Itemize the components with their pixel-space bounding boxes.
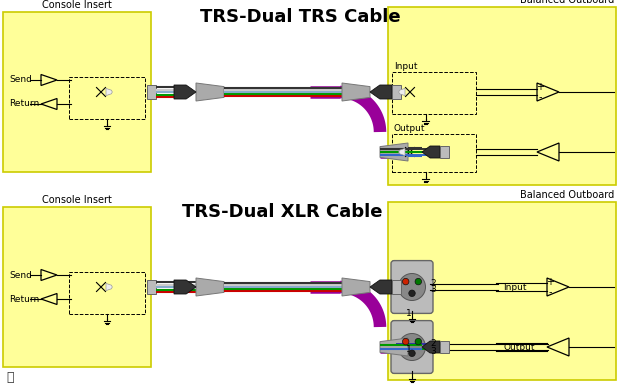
Polygon shape xyxy=(342,83,370,101)
FancyBboxPatch shape xyxy=(391,321,433,373)
Circle shape xyxy=(409,350,415,356)
Circle shape xyxy=(399,333,425,360)
Bar xyxy=(440,341,449,353)
Text: Return: Return xyxy=(9,294,39,303)
Circle shape xyxy=(415,339,422,345)
Text: TRS-Dual TRS Cable: TRS-Dual TRS Cable xyxy=(200,8,401,26)
Circle shape xyxy=(409,290,415,296)
Bar xyxy=(147,85,156,99)
Text: Input: Input xyxy=(503,282,526,291)
Text: Send: Send xyxy=(9,76,32,85)
Text: +: + xyxy=(546,277,554,287)
Polygon shape xyxy=(399,89,405,96)
Polygon shape xyxy=(370,280,392,294)
Polygon shape xyxy=(380,143,408,161)
Bar xyxy=(392,85,401,99)
Polygon shape xyxy=(174,85,196,99)
FancyBboxPatch shape xyxy=(3,12,151,172)
Polygon shape xyxy=(196,83,224,101)
Polygon shape xyxy=(370,85,392,99)
Circle shape xyxy=(402,339,409,345)
Bar xyxy=(392,280,401,294)
Polygon shape xyxy=(342,278,370,296)
Text: Output: Output xyxy=(503,342,534,351)
Text: ⌕: ⌕ xyxy=(6,371,14,384)
Polygon shape xyxy=(106,284,112,291)
Text: 2: 2 xyxy=(430,280,436,289)
Bar xyxy=(147,280,156,294)
FancyBboxPatch shape xyxy=(3,207,151,367)
Polygon shape xyxy=(196,278,224,296)
Text: Send: Send xyxy=(9,271,32,280)
Circle shape xyxy=(402,278,409,285)
Text: Balanced Outboard: Balanced Outboard xyxy=(520,0,614,5)
Polygon shape xyxy=(106,89,112,96)
Text: Balanced Outboard: Balanced Outboard xyxy=(520,190,614,200)
Text: -: - xyxy=(538,92,542,102)
Text: -: - xyxy=(548,287,552,297)
Bar xyxy=(440,146,449,158)
Text: 1: 1 xyxy=(406,308,412,317)
Text: Console Insert: Console Insert xyxy=(42,0,112,10)
Polygon shape xyxy=(380,338,408,356)
Text: Output: Output xyxy=(394,124,425,133)
Circle shape xyxy=(399,273,425,301)
Text: Input: Input xyxy=(394,62,417,71)
Text: 1: 1 xyxy=(406,346,412,355)
Text: Console Insert: Console Insert xyxy=(42,195,112,205)
Polygon shape xyxy=(399,149,405,156)
FancyBboxPatch shape xyxy=(388,7,616,185)
Circle shape xyxy=(415,278,422,285)
Polygon shape xyxy=(174,280,196,294)
Text: +: + xyxy=(536,82,544,92)
Text: Return: Return xyxy=(9,99,39,108)
Text: TRS-Dual XLR Cable: TRS-Dual XLR Cable xyxy=(182,203,383,221)
FancyBboxPatch shape xyxy=(391,261,433,314)
Text: 2: 2 xyxy=(430,339,436,347)
Text: 3: 3 xyxy=(430,285,436,294)
Text: 3: 3 xyxy=(430,347,436,356)
Polygon shape xyxy=(422,341,440,353)
Polygon shape xyxy=(422,146,440,158)
FancyBboxPatch shape xyxy=(388,202,616,380)
